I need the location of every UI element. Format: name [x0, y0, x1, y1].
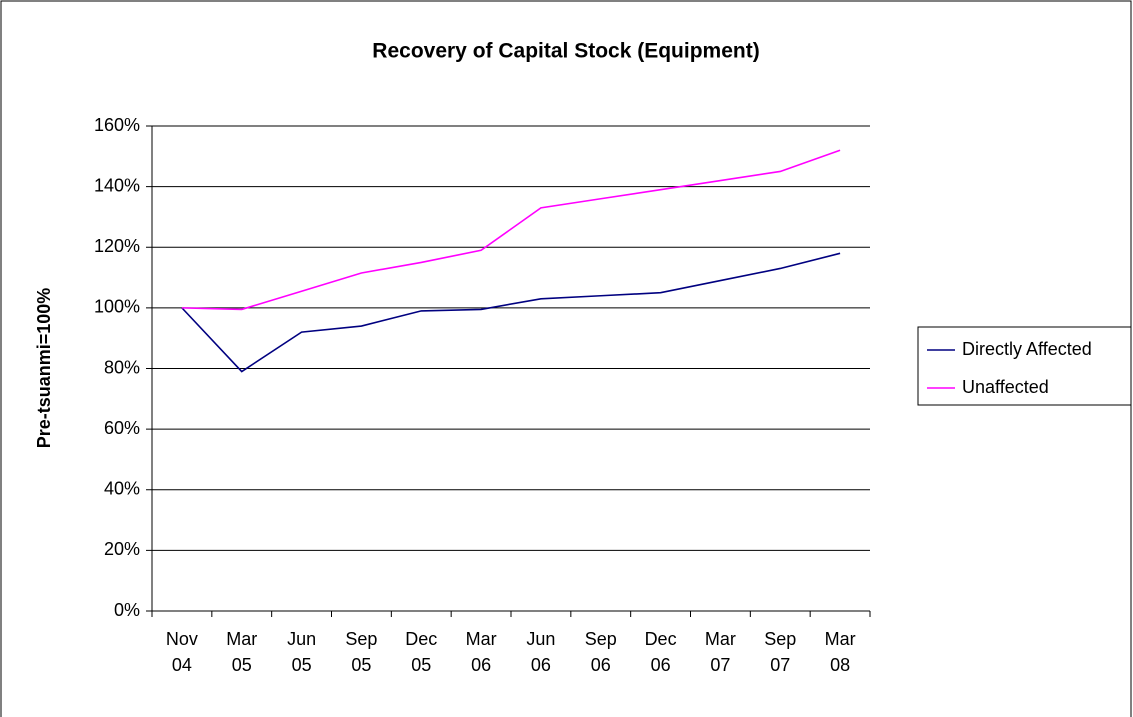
data-line	[181, 149, 841, 311]
legend-box	[917, 326, 1132, 406]
data-line	[181, 252, 841, 373]
x-tick-label: Jun 05	[287, 629, 317, 675]
chart-title: Recovery of Capital Stock (Equipment)	[372, 40, 759, 63]
x-tick-label: Sep 07	[764, 629, 797, 675]
y-axis-title: Pre-tsuanmi=100%	[34, 288, 54, 449]
x-tick-label: Nov 04	[165, 629, 198, 675]
y-tick-label: 160%	[94, 115, 140, 135]
legend-label: Directly Affected	[962, 339, 1092, 359]
y-tick-label: 40%	[104, 479, 140, 499]
y-tick-label: 120%	[94, 236, 140, 256]
legend-label: Unaffected	[962, 377, 1049, 397]
y-tick-label: 140%	[94, 175, 140, 195]
y-tick-label: 100%	[94, 297, 140, 317]
x-tick-label: Sep 06	[584, 629, 617, 675]
y-tick-label: 20%	[104, 539, 140, 559]
x-tick-label: Mar 07	[704, 629, 736, 675]
x-tick-label: Mar 08	[824, 629, 856, 675]
y-tick-label: 80%	[104, 357, 140, 377]
x-tick-label: Mar 06	[465, 629, 497, 675]
x-tick-label: Jun 06	[526, 629, 556, 675]
x-tick-label: Dec 06	[644, 629, 677, 675]
y-tick-label: 0%	[114, 600, 140, 620]
y-tick-label: 60%	[104, 418, 140, 438]
x-tick-label: Dec 05	[405, 629, 438, 675]
x-tick-label: Mar 05	[226, 629, 258, 675]
x-tick-label: Sep 05	[345, 629, 378, 675]
